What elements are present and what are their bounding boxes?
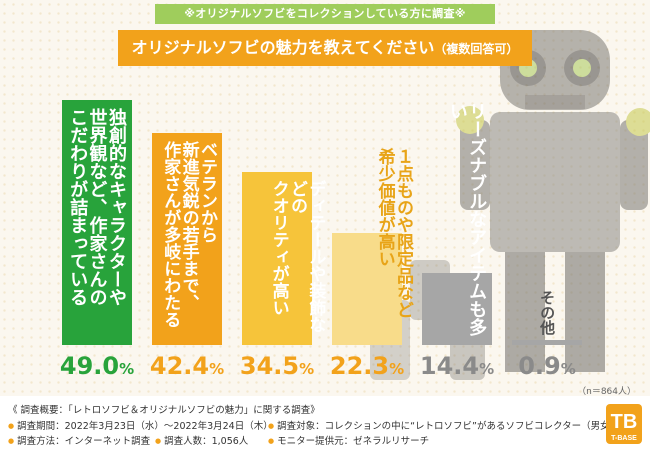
survey-overview-heading: 《 調査概要：「レトロソフビ＆オリジナルソフビの魅力」に関する調査》: [8, 405, 320, 416]
bar-value-number: 14.4: [419, 352, 480, 380]
bar-value-1: 49.0%: [52, 352, 142, 383]
bar-value-5: 14.4%: [412, 352, 502, 383]
bar-2: [152, 133, 222, 345]
sample-size-note: （n＝864人）: [577, 387, 636, 397]
bar-value-unit: %: [389, 360, 405, 378]
bar-3: [242, 172, 312, 345]
chart-title-suffix: （複数回答可）: [434, 42, 519, 56]
bar-value-6: 0.9%: [502, 352, 592, 383]
bar-value-unit: %: [560, 360, 576, 378]
bar-5: [422, 273, 492, 345]
bar-6: [512, 340, 582, 345]
survey-target-banner: ※オリジナルソフビをコレクションしている方に調査※: [155, 4, 495, 24]
bar-label-1: 独創的なキャラクターや 世界観など、作家さんの こだわりが詰まっている: [67, 108, 127, 306]
bar-area: 独創的なキャラクターや 世界観など、作家さんの こだわりが詰まっている ベテランか…: [62, 100, 582, 345]
survey-count: 調査人数：1,056人: [155, 433, 248, 447]
bar-label-4: １点ものや限定品など 希少価値が高い: [374, 148, 413, 318]
bar-value-unit: %: [119, 360, 135, 378]
chart-title-main: オリジナルソフビの魅力を教えてください: [131, 38, 435, 57]
bar-label-2: ベテランから 新進気鋭の若手まで、 作家さんが多岐にわたる: [160, 141, 217, 328]
bar-value-number: 49.0: [59, 352, 120, 380]
bar-value-unit: %: [479, 360, 495, 378]
chart-title: オリジナルソフビの魅力を教えてください（複数回答可）: [118, 30, 532, 66]
bar-1: [62, 100, 132, 345]
bar-label-3: ディテールや装飾などの クオリティが高い: [268, 180, 326, 333]
bar-value-4: 22.3%: [322, 352, 412, 383]
bar-value-3: 34.5%: [232, 352, 322, 383]
bar-value-number: 22.3: [329, 352, 390, 380]
svg-text:TB: TB: [611, 411, 638, 433]
survey-target: 調査対象：コレクションの中に“レトロソフビ”があるソフビコレクター（男女）: [268, 418, 619, 432]
survey-method: 調査方法：インターネット調査: [8, 433, 150, 447]
t-base-logo: TB T-BASE: [606, 404, 642, 444]
bar-value-2: 42.4%: [142, 352, 232, 383]
bar-label-6: その他: [538, 290, 557, 335]
monitor-provider: モニター提供元：ゼネラルリサーチ: [268, 433, 429, 447]
bar-value-number: 42.4: [149, 352, 210, 380]
survey-period: 調査期間：2022年3月23日（水）〜2022年3月24日（木）: [8, 418, 273, 432]
bar-value-unit: %: [299, 360, 315, 378]
bar-value-number: 0.9: [518, 352, 561, 380]
bar-value-unit: %: [209, 360, 225, 378]
bar-label-5: リーズナブルなアイテムも多い: [446, 102, 488, 336]
bar-value-number: 34.5: [239, 352, 300, 380]
bar-4: [332, 233, 402, 345]
logo-text: T-BASE: [611, 435, 637, 442]
